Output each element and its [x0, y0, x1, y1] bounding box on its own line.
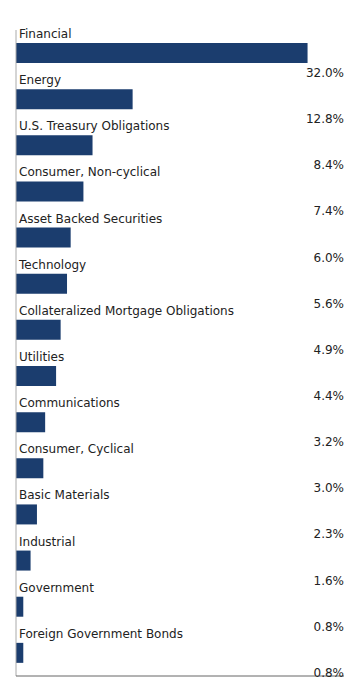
svg-text:Industrial: Industrial [19, 535, 75, 549]
svg-text:Foreign Government Bonds: Foreign Government Bonds [19, 627, 183, 641]
svg-text:Basic Materials: Basic Materials [19, 488, 110, 502]
svg-text:3.0%: 3.0% [314, 481, 345, 495]
svg-text:0.8%: 0.8% [314, 666, 345, 680]
svg-text:6.0%: 6.0% [314, 251, 345, 265]
svg-text:4.9%: 4.9% [314, 343, 345, 357]
svg-text:8.4%: 8.4% [314, 158, 345, 172]
svg-text:7.4%: 7.4% [314, 204, 345, 218]
svg-text:0.8%: 0.8% [314, 620, 345, 634]
svg-text:12.8%: 12.8% [306, 112, 344, 126]
svg-text:U.S. Treasury Obligations: U.S. Treasury Obligations [19, 119, 169, 133]
svg-text:Consumer, Non-cyclical: Consumer, Non-cyclical [19, 165, 160, 179]
svg-text:Consumer, Cyclical: Consumer, Cyclical [19, 442, 134, 456]
svg-text:1.6%: 1.6% [314, 574, 345, 588]
svg-text:Communications: Communications [19, 396, 120, 410]
svg-text:4.4%: 4.4% [314, 389, 345, 403]
svg-text:Financial: Financial [19, 27, 72, 41]
svg-text:5.6%: 5.6% [314, 297, 345, 311]
svg-text:Asset Backed Securities: Asset Backed Securities [19, 212, 162, 226]
svg-text:Government: Government [19, 581, 94, 595]
svg-text:3.2%: 3.2% [314, 435, 345, 449]
svg-text:Technology: Technology [18, 258, 86, 272]
svg-text:32.0%: 32.0% [306, 66, 344, 80]
svg-text:2.3%: 2.3% [314, 527, 345, 541]
svg-text:Utilities: Utilities [19, 350, 64, 364]
svg-text:Energy: Energy [19, 73, 61, 87]
svg-text:Collateralized Mortgage Obliga: Collateralized Mortgage Obligations [19, 304, 234, 318]
